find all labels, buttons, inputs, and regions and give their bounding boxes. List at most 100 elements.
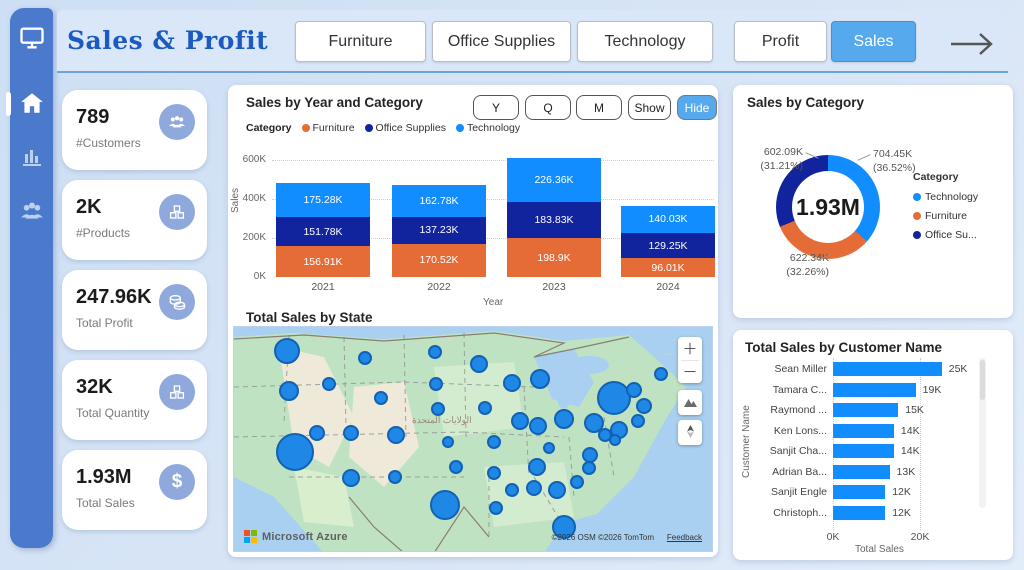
- state-bubble-8[interactable]: [373, 390, 388, 405]
- customer-bar-3[interactable]: [833, 423, 894, 438]
- bar-segment-office-supplies[interactable]: 151.78K: [276, 216, 370, 247]
- state-bubble-12[interactable]: [511, 411, 530, 430]
- next-page-arrow-icon[interactable]: [947, 32, 999, 61]
- toggle-button-show[interactable]: Show: [628, 95, 671, 120]
- state-bubble-17[interactable]: [343, 425, 360, 442]
- bar-segment-furniture[interactable]: 198.9K: [507, 238, 601, 277]
- bar-segment-office-supplies[interactable]: 183.83K: [507, 202, 601, 239]
- compass-icon[interactable]: [678, 420, 702, 443]
- zoom-in-button[interactable]: ＋: [682, 340, 698, 358]
- legend-item-technology[interactable]: Technology: [455, 122, 520, 134]
- state-bubble-2[interactable]: [427, 344, 442, 359]
- state-bubble-26[interactable]: [429, 490, 460, 521]
- state-bubble-20[interactable]: [487, 435, 502, 450]
- state-bubble-1[interactable]: [358, 350, 373, 365]
- bar-segment-technology[interactable]: 175.28K: [276, 182, 370, 217]
- state-bubble-19[interactable]: [441, 436, 454, 449]
- bar-chart-icon[interactable]: [10, 144, 53, 168]
- pitch-icon[interactable]: [678, 390, 702, 413]
- nav-button-furniture[interactable]: Furniture: [295, 21, 426, 62]
- state-bubble-35[interactable]: [654, 366, 669, 381]
- home-icon[interactable]: [10, 90, 53, 116]
- bar-segment-technology[interactable]: 162.78K: [392, 185, 486, 217]
- people-icon[interactable]: [10, 198, 53, 224]
- donut-legend-item-2[interactable]: Office Su...: [913, 229, 978, 241]
- state-bubble-3[interactable]: [470, 354, 489, 373]
- callout-technology: 704.45K (36.52%): [873, 148, 916, 174]
- state-bubble-5[interactable]: [530, 368, 551, 389]
- state-bubble-28[interactable]: [505, 483, 520, 498]
- map-feedback-link[interactable]: Feedback: [666, 533, 702, 542]
- toggle-button-hide[interactable]: Hide: [677, 95, 717, 120]
- monitor-icon[interactable]: [10, 24, 53, 52]
- toggle-button-q[interactable]: Q: [525, 95, 571, 120]
- nav-button-profit[interactable]: Profit: [734, 21, 827, 62]
- state-bubble-4[interactable]: [503, 373, 522, 392]
- donut-legend-item-1[interactable]: Furniture: [913, 210, 978, 222]
- stacked-bar-2021[interactable]: 156.91K 151.78K 175.28K: [276, 182, 370, 277]
- stacked-bar-2023[interactable]: 198.9K 183.83K 226.36K: [507, 158, 601, 277]
- state-bubble-34[interactable]: [636, 397, 653, 414]
- state-bubble-24[interactable]: [487, 466, 502, 481]
- kpi-value: 1.93M: [76, 466, 132, 488]
- zoom-out-button[interactable]: －: [682, 364, 698, 382]
- customer-bar-7[interactable]: [833, 505, 886, 520]
- legend-item-furniture[interactable]: Furniture: [301, 122, 355, 134]
- customer-bar-5[interactable]: [833, 464, 890, 479]
- state-bubble-13[interactable]: [529, 416, 548, 435]
- state-bubble-36[interactable]: [583, 412, 604, 433]
- nav-button-sales[interactable]: Sales: [831, 21, 916, 62]
- bar-segment-furniture[interactable]: 156.91K: [276, 246, 370, 277]
- state-bubble-14[interactable]: [553, 408, 574, 429]
- state-bubble-11[interactable]: [477, 400, 492, 415]
- state-bubble-44[interactable]: [542, 442, 555, 455]
- customer-value: 14K: [900, 445, 920, 457]
- state-bubble-30[interactable]: [548, 481, 567, 500]
- customer-bar-1[interactable]: [833, 382, 916, 397]
- bar-segment-furniture[interactable]: 170.52K: [392, 243, 486, 277]
- state-bubble-43[interactable]: [569, 475, 584, 490]
- nav-button-office-supplies[interactable]: Office Supplies: [432, 21, 571, 62]
- state-bubble-9[interactable]: [428, 376, 443, 391]
- state-bubble-21[interactable]: [342, 469, 361, 488]
- state-bubble-10[interactable]: [430, 401, 445, 416]
- state-bubble-29[interactable]: [526, 480, 542, 497]
- state-bubble-38[interactable]: [631, 413, 646, 428]
- state-bubble-22[interactable]: [387, 470, 402, 485]
- state-bubble-7[interactable]: [321, 376, 336, 391]
- bar-segment-technology[interactable]: 226.36K: [507, 158, 601, 203]
- state-bubble-32[interactable]: [596, 380, 631, 415]
- nav-button-technology[interactable]: Technology: [577, 21, 713, 62]
- customer-bar-4[interactable]: [833, 444, 894, 458]
- customer-name: Ken Lons...: [773, 424, 827, 437]
- state-bubble-40[interactable]: [608, 434, 621, 447]
- state-bubble-42[interactable]: [581, 461, 596, 476]
- state-bubble-25[interactable]: [527, 458, 546, 477]
- customer-bar-6[interactable]: [833, 485, 886, 499]
- customer-bar-2[interactable]: [833, 403, 899, 417]
- scrollbar-thumb[interactable]: [980, 360, 985, 400]
- state-bubble-6[interactable]: [278, 380, 299, 401]
- state-bubble-18[interactable]: [386, 426, 405, 445]
- customer-bar-0[interactable]: [833, 362, 942, 376]
- bar-segment-office-supplies[interactable]: 137.23K: [392, 217, 486, 244]
- stacked-bar-2022[interactable]: 170.52K 137.23K 162.78K: [392, 185, 486, 277]
- state-bubble-23[interactable]: [448, 460, 463, 475]
- toggle-button-y[interactable]: Y: [473, 95, 519, 120]
- state-bubble-31[interactable]: [551, 515, 576, 539]
- state-bubble-27[interactable]: [488, 501, 503, 516]
- stacked-bar-2024[interactable]: 96.01K 129.25K 140.03K: [621, 205, 715, 277]
- state-bubble-33[interactable]: [626, 381, 643, 398]
- state-bubble-0[interactable]: [273, 337, 300, 364]
- bar-segment-technology[interactable]: 140.03K: [621, 205, 715, 234]
- customer-chart-scrollbar[interactable]: [979, 358, 986, 508]
- bar-segment-furniture[interactable]: 96.01K: [621, 258, 715, 277]
- state-bubble-16[interactable]: [308, 424, 325, 441]
- legend-item-office-supplies[interactable]: Office Supplies: [364, 122, 446, 134]
- sales-map[interactable]: الولايات المتحدة ＋ － Microsoft Azure: [233, 326, 713, 552]
- toggle-button-m[interactable]: M: [576, 95, 622, 120]
- state-bubble-15[interactable]: [276, 433, 315, 472]
- legend-title: Category: [246, 122, 292, 134]
- donut-legend-item-0[interactable]: Technology: [913, 191, 978, 203]
- bar-segment-office-supplies[interactable]: 129.25K: [621, 233, 715, 259]
